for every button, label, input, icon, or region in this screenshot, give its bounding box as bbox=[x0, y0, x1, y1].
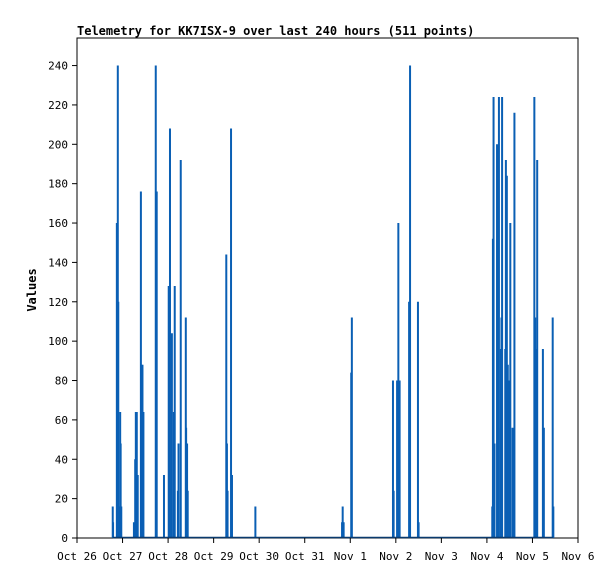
y-tick-label: 180 bbox=[48, 178, 68, 191]
data-bars bbox=[111, 65, 555, 539]
y-axis-title: Values bbox=[25, 268, 39, 311]
y-tick-label: 80 bbox=[55, 375, 68, 388]
y-tick-label: 20 bbox=[55, 493, 68, 506]
y-tick-label: 240 bbox=[48, 60, 68, 73]
x-tick-label: Oct 31 bbox=[285, 550, 325, 563]
x-tick-label: Oct 26 bbox=[57, 550, 97, 563]
y-tick-label: 120 bbox=[48, 296, 68, 309]
x-tick-label: Oct 27 bbox=[103, 550, 143, 563]
y-tick-label: 100 bbox=[48, 335, 68, 348]
x-tick-label: Nov 6 bbox=[561, 550, 594, 563]
x-axis-ticks: Oct 26 Oct 27 Oct 28 Oct 29 Oct 30 Oct 31 Nov … bbox=[57, 538, 595, 563]
x-tick-label: Nov 4 bbox=[470, 550, 503, 563]
y-tick-label: 140 bbox=[48, 256, 68, 269]
y-tick-label: 160 bbox=[48, 217, 68, 230]
x-tick-label: Nov 3 bbox=[425, 550, 458, 563]
x-tick-label: Nov 2 bbox=[379, 550, 412, 563]
x-tick-label: Oct 29 bbox=[194, 550, 234, 563]
y-tick-label: 220 bbox=[48, 99, 68, 112]
chart-title: Telemetry for KK7ISX-9 over last 240 hou… bbox=[77, 24, 474, 38]
x-tick-label: Oct 28 bbox=[148, 550, 188, 563]
x-tick-label: Oct 30 bbox=[239, 550, 279, 563]
y-tick-label: 40 bbox=[55, 453, 68, 466]
x-tick-label: Nov 1 bbox=[334, 550, 367, 563]
y-axis-ticks: 0 20 40 60 80 100 120 140 160 180 200 220 240 bbox=[48, 60, 77, 545]
y-tick-label: 60 bbox=[55, 414, 68, 427]
y-tick-label: 200 bbox=[48, 138, 68, 151]
y-tick-label: 0 bbox=[61, 532, 68, 545]
x-tick-label: Nov 5 bbox=[516, 550, 549, 563]
